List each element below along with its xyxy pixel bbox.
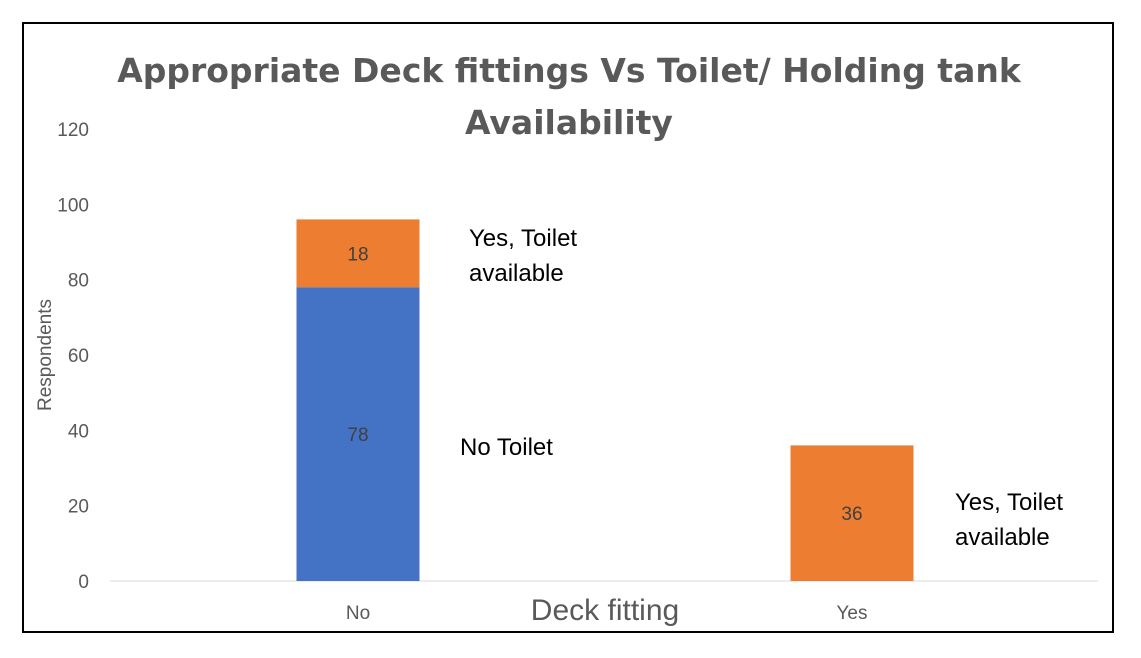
- annotation-no-toilet: No Toilet: [460, 434, 553, 461]
- x-axis-category-labels: No Yes: [346, 603, 868, 624]
- bar-yes-yes-toilet-available: [790, 445, 914, 581]
- value-labels: 78 18 36: [347, 244, 862, 525]
- y-tick-label: 80: [68, 271, 89, 292]
- x-tick-label: No: [346, 603, 370, 624]
- chart-frame: [22, 22, 1114, 633]
- y-tick-label: 20: [68, 497, 89, 518]
- y-tick-label: 0: [78, 572, 89, 593]
- data-label: 78: [347, 425, 368, 446]
- bars: [296, 219, 914, 581]
- chart-title-line-2: Availability: [465, 103, 673, 142]
- annotations: Yes, Toilet available No Toilet Yes, Toi…: [460, 225, 1063, 551]
- annotation-no-toilet-yes-line-1: Yes, Toilet: [469, 225, 577, 252]
- data-label: 36: [841, 504, 862, 525]
- annotation-no-toilet-yes-line-2: available: [469, 260, 564, 287]
- y-axis-title: Respondents: [35, 299, 56, 411]
- y-tick-label: 60: [68, 346, 89, 367]
- y-tick-label: 100: [57, 195, 89, 216]
- x-tick-label: Yes: [837, 603, 868, 624]
- chart-title: Appropriate Deck fittings Vs Toilet/ Hol…: [117, 51, 1022, 142]
- data-label: 18: [347, 244, 368, 265]
- x-axis-title: Deck fitting: [531, 594, 679, 627]
- annotation-yes-toilet-line-1: Yes, Toilet: [955, 489, 1063, 516]
- bar-no-yes-toilet-available: [296, 219, 420, 288]
- y-tick-label: 40: [68, 421, 89, 442]
- y-tick-label: 120: [57, 120, 89, 141]
- chart-title-line-1: Appropriate Deck fittings Vs Toilet/ Hol…: [117, 51, 1022, 90]
- bar-no-no-toilet: [296, 287, 420, 581]
- annotation-yes-toilet-line-2: available: [955, 524, 1050, 551]
- y-axis-ticks: 0 20 40 60 80 100 120: [57, 120, 89, 593]
